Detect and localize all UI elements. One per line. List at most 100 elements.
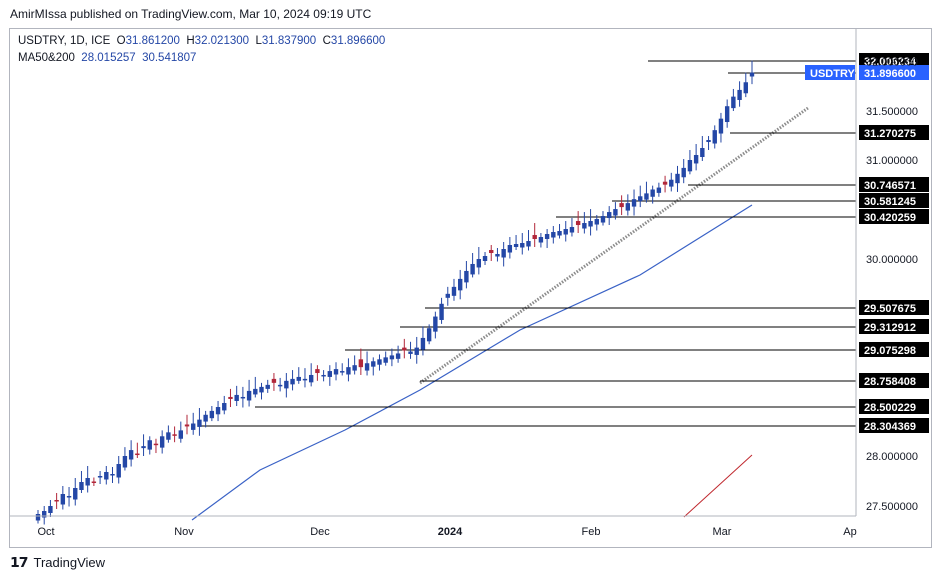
candle-body bbox=[389, 355, 395, 360]
candle-body bbox=[184, 424, 190, 427]
y-tick-label: 32.000000 bbox=[866, 57, 918, 69]
low-value: 31.837900 bbox=[261, 35, 317, 47]
candle-body bbox=[532, 235, 537, 240]
symbol-badge-label: USDTRY bbox=[810, 68, 855, 80]
last-price-tag bbox=[859, 65, 929, 80]
candle-body bbox=[470, 263, 475, 275]
candle-body bbox=[619, 203, 624, 208]
candle-body bbox=[712, 130, 717, 144]
level-label: 29.075298 bbox=[864, 345, 916, 357]
ma200-line bbox=[683, 454, 753, 518]
level-tag bbox=[859, 418, 929, 433]
candle-body bbox=[377, 359, 382, 365]
candle-body bbox=[197, 419, 202, 427]
candle-body bbox=[426, 328, 432, 342]
x-tick-label: Mar bbox=[713, 526, 732, 538]
candle-body bbox=[110, 474, 115, 476]
x-tick-label: Nov bbox=[174, 526, 194, 538]
published-line: AmirMIssa published on TradingView.com, … bbox=[10, 7, 372, 21]
close-label: C bbox=[322, 35, 331, 47]
candle-body bbox=[507, 245, 513, 253]
candle-body bbox=[625, 203, 631, 211]
level-label: 30.581245 bbox=[864, 196, 916, 208]
level-tag bbox=[859, 209, 929, 224]
footer-brand: TradingView bbox=[33, 555, 106, 570]
candle-body bbox=[433, 316, 438, 332]
tradingview-logo-icon: 𝟭𝟳 bbox=[10, 554, 29, 570]
candle-body bbox=[54, 500, 59, 502]
candle-body bbox=[600, 216, 606, 223]
level-label: 30.746571 bbox=[864, 180, 916, 192]
candle-body bbox=[333, 369, 339, 375]
candle-body bbox=[364, 363, 370, 371]
x-tick-label: Dec bbox=[310, 526, 330, 538]
candle-body bbox=[191, 423, 196, 430]
candle-body bbox=[60, 494, 66, 505]
candle-body bbox=[687, 160, 693, 172]
level-label: 28.500229 bbox=[864, 402, 916, 414]
level-tag bbox=[859, 177, 929, 192]
candle-body bbox=[271, 378, 277, 383]
candle-body bbox=[116, 464, 121, 478]
level-tag bbox=[859, 53, 929, 68]
candle-body bbox=[215, 407, 221, 415]
candle-body bbox=[731, 96, 736, 109]
level-tag bbox=[859, 342, 929, 357]
y-tick-label: 31.000000 bbox=[866, 155, 918, 167]
open-label: O bbox=[116, 35, 126, 47]
candle-body bbox=[557, 231, 562, 236]
level-tag bbox=[859, 319, 929, 334]
last-price-label: 31.896600 bbox=[864, 68, 916, 80]
level-tag bbox=[859, 300, 929, 315]
candle-body bbox=[128, 450, 134, 460]
candle-body bbox=[104, 472, 109, 480]
candle-body bbox=[234, 394, 239, 401]
candle-body bbox=[166, 432, 171, 440]
candle-body bbox=[650, 189, 655, 197]
candle-body bbox=[141, 446, 146, 449]
level-label: 31.270275 bbox=[864, 128, 916, 140]
candle-body bbox=[42, 511, 47, 518]
candle-body bbox=[284, 380, 289, 389]
y-tick-label: 30.000000 bbox=[866, 254, 918, 266]
candle-body bbox=[408, 351, 413, 354]
x-tick-label: Ap bbox=[843, 526, 856, 538]
x-tick-label: 2024 bbox=[438, 526, 463, 538]
candle-body bbox=[383, 357, 388, 363]
ohlc-legend: USDTRY, 1D, ICE O31.861200 H32.021300 L3… bbox=[18, 35, 385, 47]
candle-body bbox=[172, 434, 177, 436]
candle-body bbox=[706, 140, 711, 143]
close-value: 31.896600 bbox=[330, 35, 386, 47]
candle-body bbox=[451, 286, 457, 296]
ma200-value: 30.541807 bbox=[142, 52, 197, 64]
level-label: 30.420259 bbox=[864, 212, 916, 224]
candle-body bbox=[259, 386, 264, 393]
chart-pane[interactable] bbox=[9, 28, 932, 548]
candle-body bbox=[222, 402, 227, 411]
candle-body bbox=[209, 410, 215, 419]
candle-body bbox=[439, 303, 444, 320]
candle-body bbox=[724, 106, 730, 123]
candle-body bbox=[482, 256, 488, 261]
level-tag bbox=[859, 125, 929, 140]
ma-label: MA50&200 bbox=[18, 52, 75, 64]
candle-body bbox=[315, 369, 320, 374]
ma-legend: MA50&200 28.015257 30.541807 bbox=[18, 52, 196, 64]
candle-body bbox=[340, 371, 345, 373]
candle-body bbox=[693, 155, 699, 164]
candle-body bbox=[526, 241, 531, 247]
candle-body bbox=[91, 481, 97, 483]
low-label: L bbox=[255, 35, 262, 47]
candle-body bbox=[327, 371, 333, 377]
candle-body bbox=[538, 237, 544, 243]
candle-body bbox=[178, 430, 183, 439]
candle-body bbox=[35, 514, 41, 521]
candle-body bbox=[290, 378, 295, 385]
level-label: 29.507675 bbox=[864, 303, 916, 315]
moving-average-layer bbox=[191, 106, 809, 521]
candle-body bbox=[675, 173, 680, 184]
candle-body bbox=[352, 365, 357, 371]
candle-body bbox=[700, 148, 705, 158]
